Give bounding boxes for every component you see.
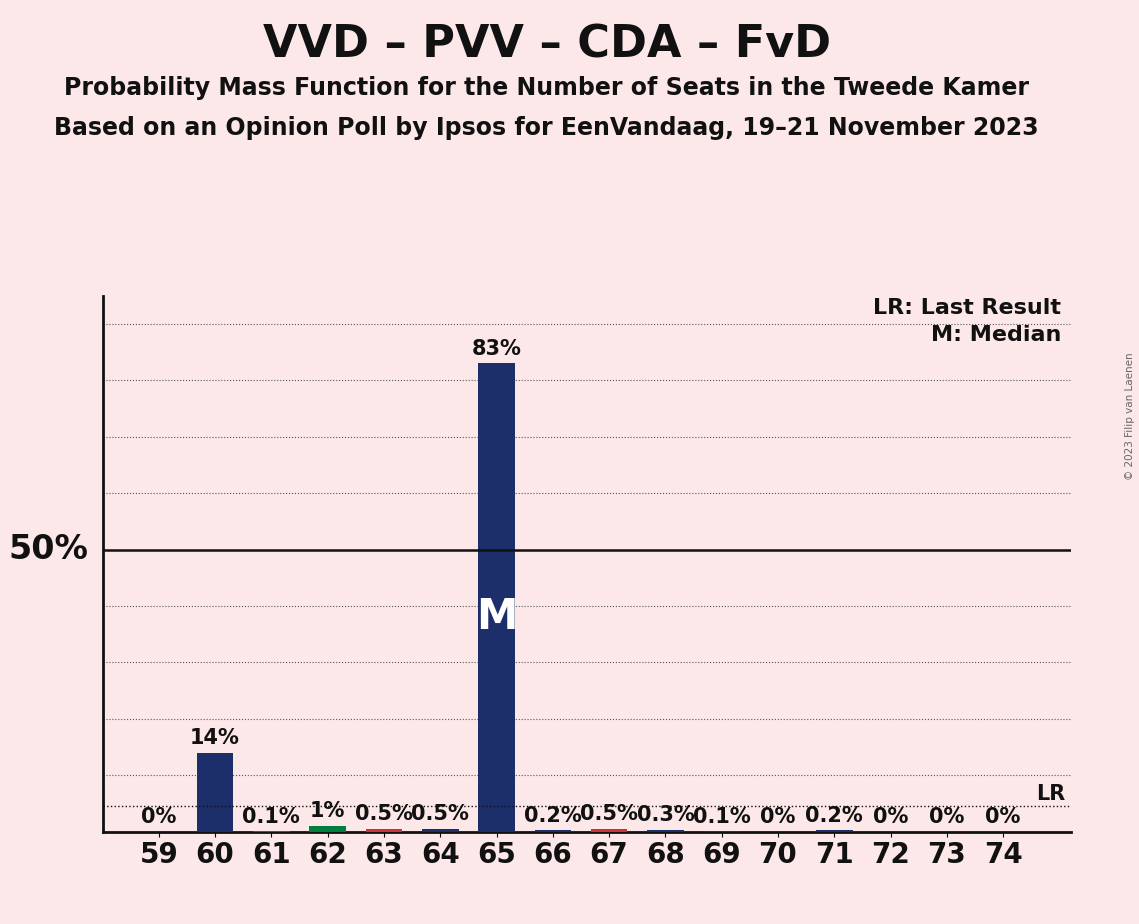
Text: 0.5%: 0.5% bbox=[355, 804, 412, 824]
Text: 83%: 83% bbox=[472, 339, 522, 359]
Bar bbox=[534, 831, 571, 832]
Text: VVD – PVV – CDA – FvD: VVD – PVV – CDA – FvD bbox=[263, 23, 830, 67]
Text: 0.1%: 0.1% bbox=[243, 807, 301, 827]
Bar bbox=[591, 829, 628, 832]
Text: 0%: 0% bbox=[872, 807, 908, 827]
Text: LR: LR bbox=[1036, 784, 1066, 804]
Text: LR: Last Result: LR: Last Result bbox=[872, 298, 1060, 319]
Text: 0.1%: 0.1% bbox=[693, 807, 751, 827]
Text: 0.5%: 0.5% bbox=[580, 804, 638, 824]
Bar bbox=[421, 829, 459, 832]
Text: 0%: 0% bbox=[985, 807, 1021, 827]
Text: 1%: 1% bbox=[310, 801, 345, 821]
Text: 50%: 50% bbox=[8, 533, 88, 566]
Text: 0%: 0% bbox=[760, 807, 796, 827]
Text: 0.2%: 0.2% bbox=[805, 806, 863, 826]
Text: 0%: 0% bbox=[929, 807, 965, 827]
Bar bbox=[310, 826, 346, 832]
Bar bbox=[816, 831, 853, 832]
Text: 0.2%: 0.2% bbox=[524, 806, 582, 826]
Text: © 2023 Filip van Laenen: © 2023 Filip van Laenen bbox=[1125, 352, 1134, 480]
Bar bbox=[197, 753, 233, 832]
Text: Probability Mass Function for the Number of Seats in the Tweede Kamer: Probability Mass Function for the Number… bbox=[64, 76, 1030, 100]
Bar bbox=[647, 830, 683, 832]
Text: M: M bbox=[476, 596, 517, 638]
Text: 0.3%: 0.3% bbox=[637, 806, 695, 825]
Bar bbox=[478, 363, 515, 832]
Text: M: Median: M: Median bbox=[931, 325, 1060, 346]
Text: 14%: 14% bbox=[190, 728, 240, 748]
Bar bbox=[366, 829, 402, 832]
Text: 0.5%: 0.5% bbox=[411, 804, 469, 824]
Text: 0%: 0% bbox=[141, 807, 177, 827]
Text: Based on an Opinion Poll by Ipsos for EenVandaag, 19–21 November 2023: Based on an Opinion Poll by Ipsos for Ee… bbox=[55, 116, 1039, 140]
